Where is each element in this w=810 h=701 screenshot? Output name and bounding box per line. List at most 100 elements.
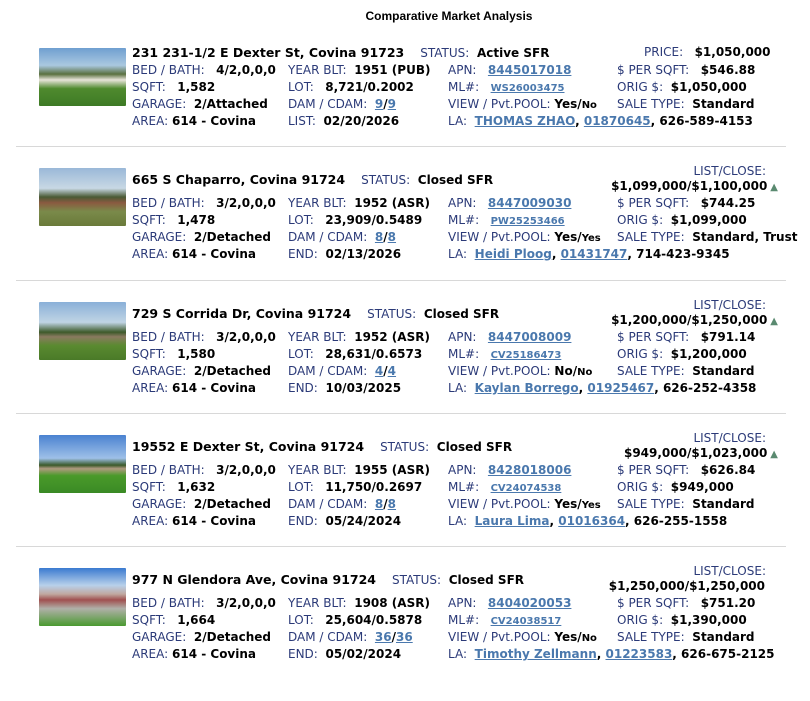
original-price-field: ORIG $: $949,000 bbox=[617, 480, 734, 495]
property-photo[interactable] bbox=[39, 435, 126, 493]
listing-agent-field: LA: Timothy Zellmann, 01223583, 626-675-… bbox=[448, 647, 775, 661]
date-field: END: 02/13/2026 bbox=[288, 247, 401, 262]
field-value: 626-252-4358 bbox=[662, 381, 757, 395]
list-close-label: LIST/CLOSE: bbox=[693, 564, 766, 579]
listing-divider bbox=[16, 546, 786, 547]
agent-license-link[interactable]: 01431747 bbox=[560, 247, 628, 261]
agent-license-link[interactable]: 01870645 bbox=[583, 114, 651, 128]
field-value: $1,023,000 bbox=[691, 446, 768, 460]
field-value: No bbox=[554, 364, 573, 378]
field-value: 2/Detached bbox=[193, 630, 271, 644]
address-status-line: 19552 E Dexter St, Covina 91724 STATUS: C… bbox=[132, 439, 512, 455]
field-value: $791.14 bbox=[700, 330, 756, 344]
mls-link[interactable]: CV24074538 bbox=[490, 483, 562, 494]
property-photo[interactable] bbox=[39, 302, 126, 360]
dam-link[interactable]: 4 bbox=[374, 364, 384, 378]
agent-name-link[interactable]: Laura Lima bbox=[474, 514, 550, 528]
listing-divider bbox=[16, 413, 786, 414]
dam-link[interactable]: 8 bbox=[374, 497, 384, 511]
property-photo[interactable] bbox=[39, 568, 126, 626]
year-built-field: YEAR BLT: 1908 (ASR) bbox=[288, 596, 430, 611]
year-built-field: YEAR BLT: 1952 (ASR) bbox=[288, 330, 430, 345]
field-label: APN: bbox=[448, 63, 477, 77]
address-status-line: 977 N Glendora Ave, Covina 91724 STATUS: … bbox=[132, 572, 524, 588]
year-built-field: YEAR BLT: 1951 (PUB) bbox=[288, 63, 430, 78]
field-label: DAM / CDAM: bbox=[288, 497, 368, 511]
field-label: ML#: bbox=[448, 613, 480, 627]
cdam-link[interactable]: 8 bbox=[387, 497, 397, 511]
date-field: LIST: 02/20/2026 bbox=[288, 114, 399, 129]
listing-card: 231 231-1/2 E Dexter St, Covina 91723 STA… bbox=[0, 38, 810, 172]
mls-link[interactable]: PW25253466 bbox=[490, 216, 565, 227]
apn-link[interactable]: 8404020053 bbox=[487, 596, 572, 610]
listing-agent-field: LA: Heidi Ploog, 01431747, 714-423-9345 bbox=[448, 247, 730, 261]
field-value: No bbox=[581, 100, 597, 111]
field-label: $ PER SQFT: bbox=[617, 330, 690, 344]
list-close-price: $1,200,000/$1,250,000 ▲ bbox=[611, 313, 778, 327]
field-label: YEAR BLT: bbox=[288, 463, 347, 477]
field-value: $1,200,000 bbox=[611, 313, 687, 327]
field-value: No bbox=[581, 633, 597, 644]
year-built-field: YEAR BLT: 1955 (ASR) bbox=[288, 463, 430, 478]
agent-license-link[interactable]: 01223583 bbox=[605, 647, 673, 661]
field-value: $626.84 bbox=[700, 463, 756, 477]
field-value: 05/02/2024 bbox=[325, 647, 402, 661]
field-label: END: bbox=[288, 647, 318, 661]
mls-link[interactable]: WS26003475 bbox=[490, 83, 565, 94]
property-address: 729 S Corrida Dr, Covina 91724 bbox=[132, 306, 352, 321]
cdam-link[interactable]: 4 bbox=[387, 364, 397, 378]
agent-license-link[interactable]: 01925467 bbox=[587, 381, 655, 395]
field-value: 3/2,0,0,0 bbox=[216, 596, 276, 610]
field-label: SQFT: bbox=[132, 613, 166, 627]
cdam-link[interactable]: 9 bbox=[387, 97, 397, 111]
cdam-link[interactable]: 8 bbox=[387, 230, 397, 244]
sqft-field: SQFT: 1,478 bbox=[132, 213, 215, 228]
field-value: $1,100,000 bbox=[691, 179, 768, 193]
date-field: END: 10/03/2025 bbox=[288, 381, 401, 396]
field-value: 11,750/0.2697 bbox=[325, 480, 423, 494]
field-label: ML#: bbox=[448, 213, 480, 227]
field-label: LIST: bbox=[288, 114, 316, 128]
listing-card: 977 N Glendora Ave, Covina 91724 STATUS: … bbox=[0, 548, 810, 682]
area-field: AREA: 614 - Covina bbox=[132, 114, 256, 129]
view-pool-field: VIEW / Pvt.POOL: Yes/No bbox=[448, 97, 597, 111]
field-label: APN: bbox=[448, 330, 477, 344]
field-value: $1,099,000 bbox=[611, 179, 687, 193]
lot-field: LOT: 8,721/0.2002 bbox=[288, 80, 414, 95]
agent-name-link[interactable]: Kaylan Borrego bbox=[474, 381, 579, 395]
bed-bath-field: BED / BATH: 3/2,0,0,0 bbox=[132, 330, 276, 345]
original-price-field: ORIG $: $1,200,000 bbox=[617, 347, 747, 362]
apn-link[interactable]: 8428018006 bbox=[487, 463, 572, 477]
apn-link[interactable]: 8447008009 bbox=[487, 330, 572, 344]
agent-name-link[interactable]: Timothy Zellmann bbox=[474, 647, 597, 661]
property-photo[interactable] bbox=[39, 168, 126, 226]
property-photo[interactable] bbox=[39, 48, 126, 106]
dam-cdam-field: DAM / CDAM: 9/9 bbox=[288, 97, 397, 111]
mls-link[interactable]: CV24038517 bbox=[490, 616, 562, 627]
view-pool-field: VIEW / Pvt.POOL: Yes/Yes bbox=[448, 497, 601, 511]
field-value: 2/Detached bbox=[193, 364, 271, 378]
field-label: LIST/CLOSE: bbox=[693, 298, 766, 312]
agent-name-link[interactable]: Heidi Ploog bbox=[474, 247, 552, 261]
field-label: DAM / CDAM: bbox=[288, 630, 368, 644]
field-label: STATUS: bbox=[392, 573, 442, 587]
property-address: 231 231-1/2 E Dexter St, Covina 91723 bbox=[132, 45, 405, 60]
field-value: $1,200,000 bbox=[670, 347, 747, 361]
field-label: END: bbox=[288, 514, 318, 528]
dam-link[interactable]: 36 bbox=[374, 630, 392, 644]
lot-field: LOT: 23,909/0.5489 bbox=[288, 213, 422, 228]
apn-link[interactable]: 8447009030 bbox=[487, 196, 572, 210]
apn-link[interactable]: 8445017018 bbox=[487, 63, 572, 77]
field-value: Standard bbox=[692, 97, 755, 111]
field-value: 3/2,0,0,0 bbox=[216, 196, 276, 210]
agent-name-link[interactable]: THOMAS ZHAO bbox=[474, 114, 576, 128]
agent-license-link[interactable]: 01016364 bbox=[558, 514, 626, 528]
field-label: YEAR BLT: bbox=[288, 196, 347, 210]
dam-link[interactable]: 9 bbox=[374, 97, 384, 111]
mls-link[interactable]: CV25186473 bbox=[490, 350, 562, 361]
sqft-field: SQFT: 1,632 bbox=[132, 480, 215, 495]
field-value: Active SFR bbox=[476, 46, 550, 60]
dam-link[interactable]: 8 bbox=[374, 230, 384, 244]
cdam-link[interactable]: 36 bbox=[396, 630, 413, 644]
field-label: $ PER SQFT: bbox=[617, 196, 690, 210]
